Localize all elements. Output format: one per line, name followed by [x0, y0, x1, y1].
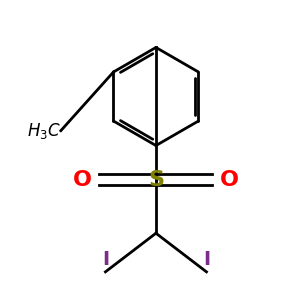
Text: I: I — [102, 250, 109, 269]
Text: $H_3C$: $H_3C$ — [27, 121, 61, 141]
Text: O: O — [220, 170, 239, 190]
Text: O: O — [73, 170, 92, 190]
Text: I: I — [203, 250, 210, 269]
Text: S: S — [148, 170, 164, 190]
